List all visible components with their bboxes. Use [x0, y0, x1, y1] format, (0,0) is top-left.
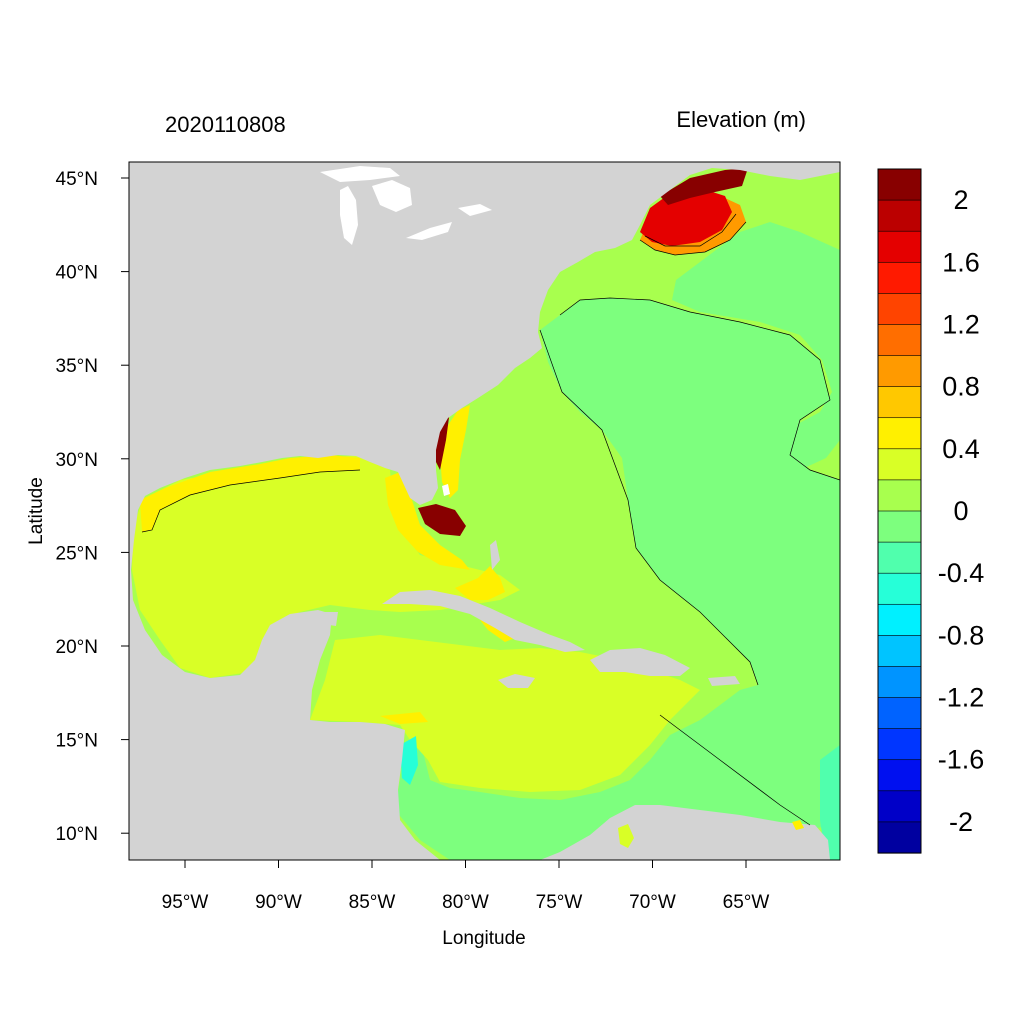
plot-frame: [128, 161, 841, 861]
colorbar-bin: [877, 697, 922, 730]
colorbar-bin: [877, 261, 922, 294]
caribbean-yellow-green: [310, 635, 700, 792]
colorbar-label: 0.4: [942, 434, 980, 464]
contour-line-gulf: [141, 469, 361, 533]
lon-tick-label: 65°W: [723, 892, 770, 913]
colorbar-bin: [877, 417, 922, 450]
contour-line-maine-1: [639, 221, 747, 256]
lake-superior: [320, 166, 400, 182]
colorbar: [877, 168, 922, 854]
colorbar-bin: [877, 448, 922, 481]
colorbar-bin: [877, 821, 922, 854]
colorbar-bin: [877, 572, 922, 605]
colorbar-labels: 2 1.6 1.2 0.8 0.4 0 -0.4 -0.8 -1.2 -1.6 -2: [938, 185, 985, 837]
x-axis-label: Longitude: [442, 928, 525, 949]
lat-tick-label: 35°N: [56, 356, 98, 377]
lat-tick-label: 10°N: [56, 824, 98, 845]
longitude-axis: 95°W 90°W 85°W 80°W 75°W 70°W 65°W: [162, 860, 770, 913]
lat-tick-label: 45°N: [56, 169, 98, 190]
land-yucatan-tip: [320, 612, 338, 626]
lake-erie: [406, 222, 452, 240]
lat-tick-label: 30°N: [56, 450, 98, 471]
colorbar-label: 1.6: [942, 247, 980, 277]
florida-dark-red: [418, 504, 466, 536]
colorbar-label: -1.6: [938, 745, 985, 775]
lon-tick-label: 70°W: [629, 892, 676, 913]
land-cuba: [382, 590, 585, 652]
atlantic-green-region: [395, 222, 840, 860]
cuba-south-yellow: [480, 620, 515, 642]
lake-huron: [372, 180, 412, 212]
honduras-yellow: [380, 712, 428, 724]
colorbar-label: 0: [953, 496, 968, 526]
contour-lines: [141, 213, 840, 826]
date-label: 2020110808: [165, 112, 286, 137]
land-north-america: [129, 162, 840, 860]
colorbar-frame: [877, 168, 922, 854]
florida-west-yellow: [385, 470, 470, 570]
nicaragua-cyan: [400, 736, 418, 785]
map-area: [129, 162, 840, 860]
colorbar-bin: [877, 324, 922, 357]
lat-tick-label: 25°N: [56, 543, 98, 564]
land-andros: [490, 540, 500, 570]
colorbar-bin: [877, 510, 922, 543]
colorbar-bin: [877, 666, 922, 699]
lake-michigan: [340, 186, 358, 245]
east-teal-zone: [820, 745, 840, 860]
lon-tick-label: 95°W: [162, 892, 209, 913]
bahamas-yellow: [455, 566, 505, 600]
lon-tick-label: 90°W: [255, 892, 302, 913]
land-jamaica: [498, 674, 535, 688]
lon-tick-label: 75°W: [536, 892, 583, 913]
contour-line-track: [659, 714, 811, 826]
land-puerto-rico: [708, 676, 740, 686]
lake-okeechobee: [442, 484, 450, 496]
colorbar-label: -0.8: [938, 620, 985, 650]
lat-tick-label: 20°N: [56, 637, 98, 658]
colorbar-bin: [877, 168, 922, 201]
colorbar-bin: [877, 293, 922, 326]
colorbar-bin: [877, 635, 922, 668]
colorbar-bin: [877, 199, 922, 232]
y-axis-label: Latitude: [26, 477, 47, 545]
trinidad-island: [618, 824, 634, 848]
lon-tick-label: 85°W: [349, 892, 396, 913]
colorbar-bin: [877, 759, 922, 792]
contour-line-maine-2: [644, 213, 737, 247]
colorbar-bin: [877, 541, 922, 574]
lat-tick-label: 15°N: [56, 731, 98, 752]
maine-dark-red: [660, 168, 748, 205]
colorbar-label: 1.2: [942, 309, 980, 339]
colorbar-bin: [877, 603, 922, 636]
lake-ontario: [458, 204, 492, 216]
colorbar-label: -0.4: [938, 558, 985, 588]
colorbar-label: -1.2: [938, 683, 985, 713]
gulf-yellow-green: [132, 455, 520, 678]
latitude-axis: 45°N 40°N 35°N 30°N 25°N 20°N 15°N 10°N: [56, 169, 129, 845]
colorbar-bin: [877, 230, 922, 263]
colorbar-label: 0.8: [942, 372, 980, 402]
contour-line-atlantic: [559, 297, 840, 481]
maine-red: [640, 188, 732, 246]
colorbar-bin: [877, 386, 922, 419]
great-lakes: [320, 166, 492, 496]
colorbar-label: 2: [953, 185, 968, 215]
lat-tick-label: 40°N: [56, 263, 98, 284]
colorbar-bin: [877, 479, 922, 512]
variable-label: Elevation (m): [676, 107, 806, 132]
land-hispaniola: [590, 648, 690, 676]
contour-line-caribbean: [539, 329, 759, 686]
colorbar-label: -2: [949, 807, 973, 837]
lon-tick-label: 80°W: [442, 892, 489, 913]
colorbar-bin: [877, 355, 922, 388]
colorbar-bin: [877, 790, 922, 823]
lesser-antilles-yellow: [792, 820, 804, 830]
land-masses: [129, 162, 840, 860]
land-south-america: [450, 805, 830, 860]
colorbar-bin: [877, 728, 922, 761]
